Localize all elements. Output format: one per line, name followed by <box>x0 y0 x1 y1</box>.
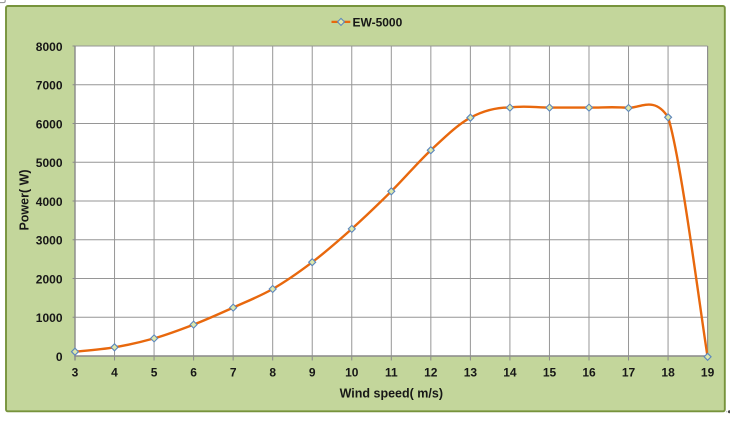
svg-text:EW-5000: EW-5000 <box>353 15 403 29</box>
svg-text:6: 6 <box>190 366 197 380</box>
svg-text:18: 18 <box>661 366 675 380</box>
svg-text:3: 3 <box>72 366 79 380</box>
svg-text:19: 19 <box>701 366 715 380</box>
svg-text:Wind speed( m/s): Wind speed( m/s) <box>340 386 443 400</box>
svg-text:12: 12 <box>424 366 438 380</box>
svg-text:14: 14 <box>503 366 517 380</box>
svg-text:4000: 4000 <box>36 195 63 209</box>
svg-text:13: 13 <box>464 366 478 380</box>
svg-text:9: 9 <box>309 366 316 380</box>
svg-text:8000: 8000 <box>36 40 63 54</box>
svg-text:15: 15 <box>543 366 557 380</box>
svg-text:2000: 2000 <box>36 272 63 286</box>
svg-text:5: 5 <box>151 366 158 380</box>
svg-text:8: 8 <box>269 366 276 380</box>
svg-text:5000: 5000 <box>36 156 63 170</box>
svg-text:6000: 6000 <box>36 117 63 131</box>
svg-text:7: 7 <box>230 366 237 380</box>
svg-text:4: 4 <box>111 366 118 380</box>
svg-text:1000: 1000 <box>36 311 63 325</box>
svg-text:16: 16 <box>582 366 596 380</box>
svg-text:3000: 3000 <box>36 234 63 248</box>
svg-text:11: 11 <box>385 366 398 380</box>
svg-text:10: 10 <box>345 366 359 380</box>
svg-text:7000: 7000 <box>36 79 63 93</box>
svg-text:Power( W): Power( W) <box>18 169 32 230</box>
svg-text:0: 0 <box>56 350 63 364</box>
svg-text:17: 17 <box>622 366 636 380</box>
